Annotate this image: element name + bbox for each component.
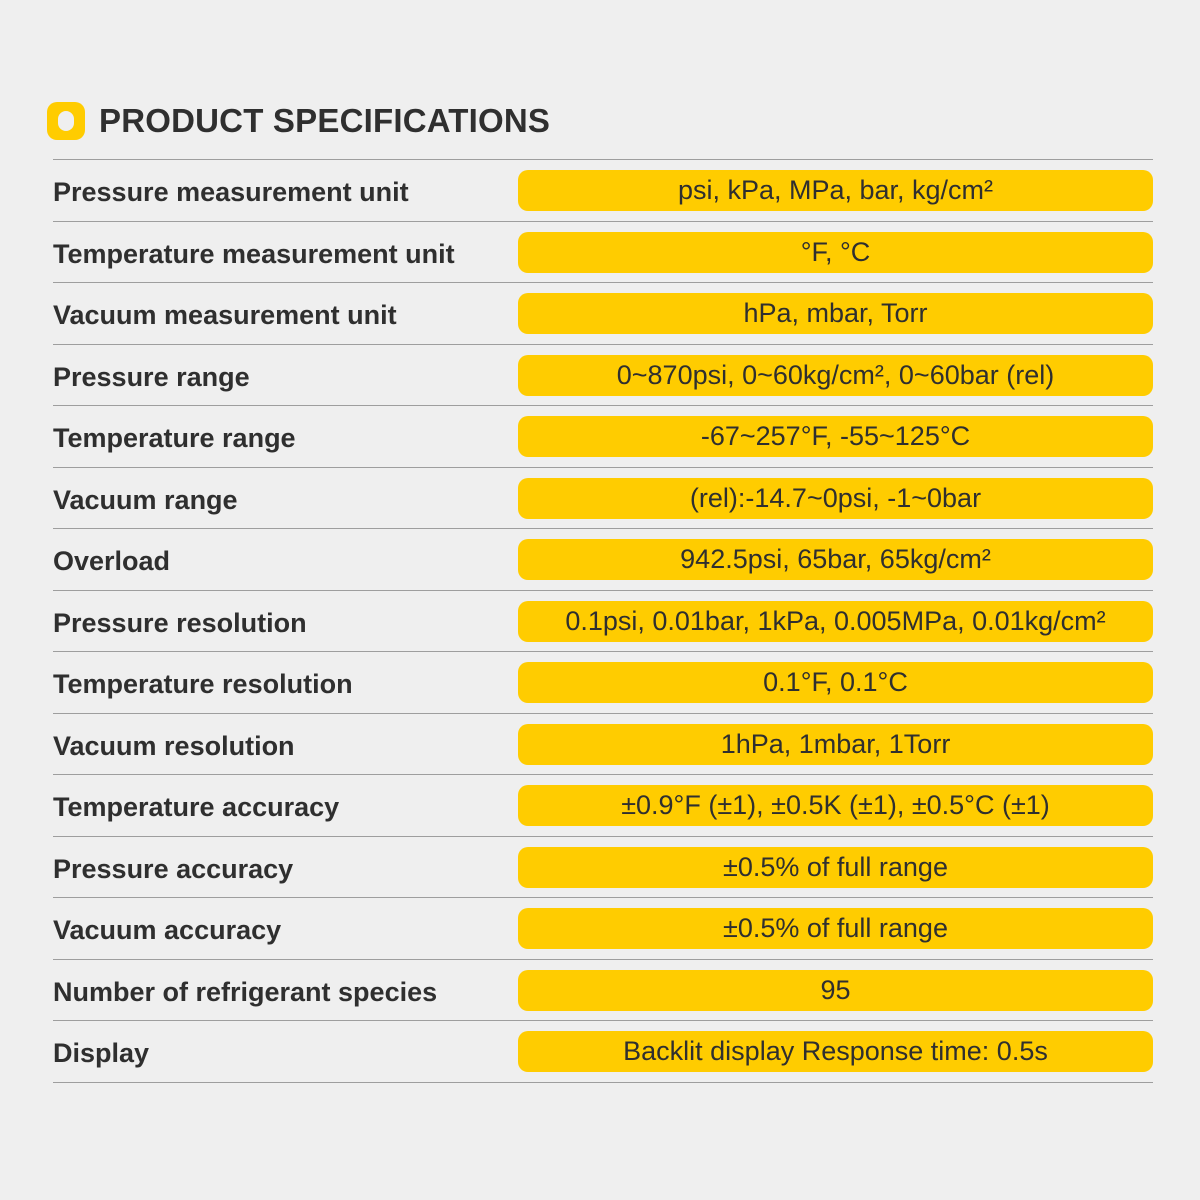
- spec-row-overload: Overload 942.5psi, 65bar, 65kg/cm²: [53, 529, 1153, 591]
- spec-label: Temperature measurement unit: [53, 238, 455, 269]
- spec-value: Backlit display Response time: 0.5s: [518, 1031, 1153, 1072]
- spec-label: Overload: [53, 546, 171, 576]
- section-header: PRODUCT SPECIFICATIONS: [47, 100, 550, 142]
- page-title: PRODUCT SPECIFICATIONS: [99, 102, 551, 139]
- spec-row-pressure-measurement-unit: Pressure measurement unit psi, kPa, MPa,…: [53, 160, 1153, 222]
- spec-value: psi, kPa, MPa, bar, kg/cm²: [518, 170, 1153, 211]
- spec-row-temperature-measurement-unit: Temperature measurement unit °F, °C: [53, 222, 1153, 283]
- spec-label: Vacuum resolution: [53, 730, 295, 761]
- spec-row-number-of-refrigerant-species: Number of refrigerant species 95: [53, 960, 1153, 1021]
- spec-value: °F, °C: [518, 231, 1153, 273]
- spec-row-temperature-range: Temperature range -67~257°F, -55~125°C: [53, 406, 1153, 468]
- spec-value: -67~257°F, -55~125°C: [518, 416, 1153, 457]
- spec-label: Pressure measurement unit: [53, 177, 409, 207]
- spec-label: Pressure resolution: [53, 607, 307, 638]
- spec-value: hPa, mbar, Torr: [518, 293, 1153, 334]
- spec-value: 95: [518, 969, 1153, 1011]
- spec-value: (rel):-14.7~0psi, -1~0bar: [518, 477, 1153, 519]
- spec-value: ±0.5% of full range: [518, 846, 1153, 888]
- spec-value: 0.1psi, 0.01bar, 1kPa, 0.005MPa, 0.01kg/…: [518, 600, 1153, 642]
- spec-row-pressure-accuracy: Pressure accuracy ±0.5% of full range: [53, 837, 1153, 898]
- spec-label: Number of refrigerant species: [53, 976, 438, 1007]
- spec-row-vacuum-range: Vacuum range (rel):-14.7~0psi, -1~0bar: [53, 468, 1153, 529]
- spec-table: Pressure measurement unit psi, kPa, MPa,…: [53, 159, 1153, 1083]
- spec-label: Vacuum measurement unit: [53, 300, 397, 330]
- spec-label: Vacuum accuracy: [53, 915, 282, 945]
- spec-label: Temperature accuracy: [53, 792, 340, 822]
- spec-row-temperature-resolution: Temperature resolution 0.1°F, 0.1°C: [53, 652, 1153, 714]
- spec-value: 1hPa, 1mbar, 1Torr: [518, 723, 1153, 765]
- spec-row-vacuum-resolution: Vacuum resolution 1hPa, 1mbar, 1Torr: [53, 714, 1153, 775]
- spec-value: 0~870psi, 0~60kg/cm², 0~60bar (rel): [518, 354, 1153, 396]
- rounded-square-o-icon: [47, 102, 85, 140]
- spec-row-display: Display Backlit display Response time: 0…: [53, 1021, 1153, 1083]
- spec-label: Vacuum range: [53, 484, 238, 515]
- spec-value: ±0.5% of full range: [518, 908, 1153, 949]
- spec-row-pressure-resolution: Pressure resolution 0.1psi, 0.01bar, 1kP…: [53, 591, 1153, 652]
- spec-label: Pressure accuracy: [53, 853, 294, 884]
- spec-row-temperature-accuracy: Temperature accuracy ±0.9°F (±1), ±0.5K …: [53, 775, 1153, 837]
- spec-row-vacuum-measurement-unit: Vacuum measurement unit hPa, mbar, Torr: [53, 283, 1153, 345]
- spec-label: Display: [53, 1038, 150, 1068]
- spec-value: ±0.9°F (±1), ±0.5K (±1), ±0.5°C (±1): [518, 785, 1153, 826]
- spec-value: 0.1°F, 0.1°C: [518, 662, 1153, 703]
- spec-row-pressure-range: Pressure range 0~870psi, 0~60kg/cm², 0~6…: [53, 345, 1153, 406]
- spec-row-vacuum-accuracy: Vacuum accuracy ±0.5% of full range: [53, 898, 1153, 960]
- spec-label: Pressure range: [53, 361, 250, 392]
- spec-value: 942.5psi, 65bar, 65kg/cm²: [518, 539, 1153, 580]
- spec-label: Temperature range: [53, 423, 296, 453]
- spec-label: Temperature resolution: [53, 669, 353, 699]
